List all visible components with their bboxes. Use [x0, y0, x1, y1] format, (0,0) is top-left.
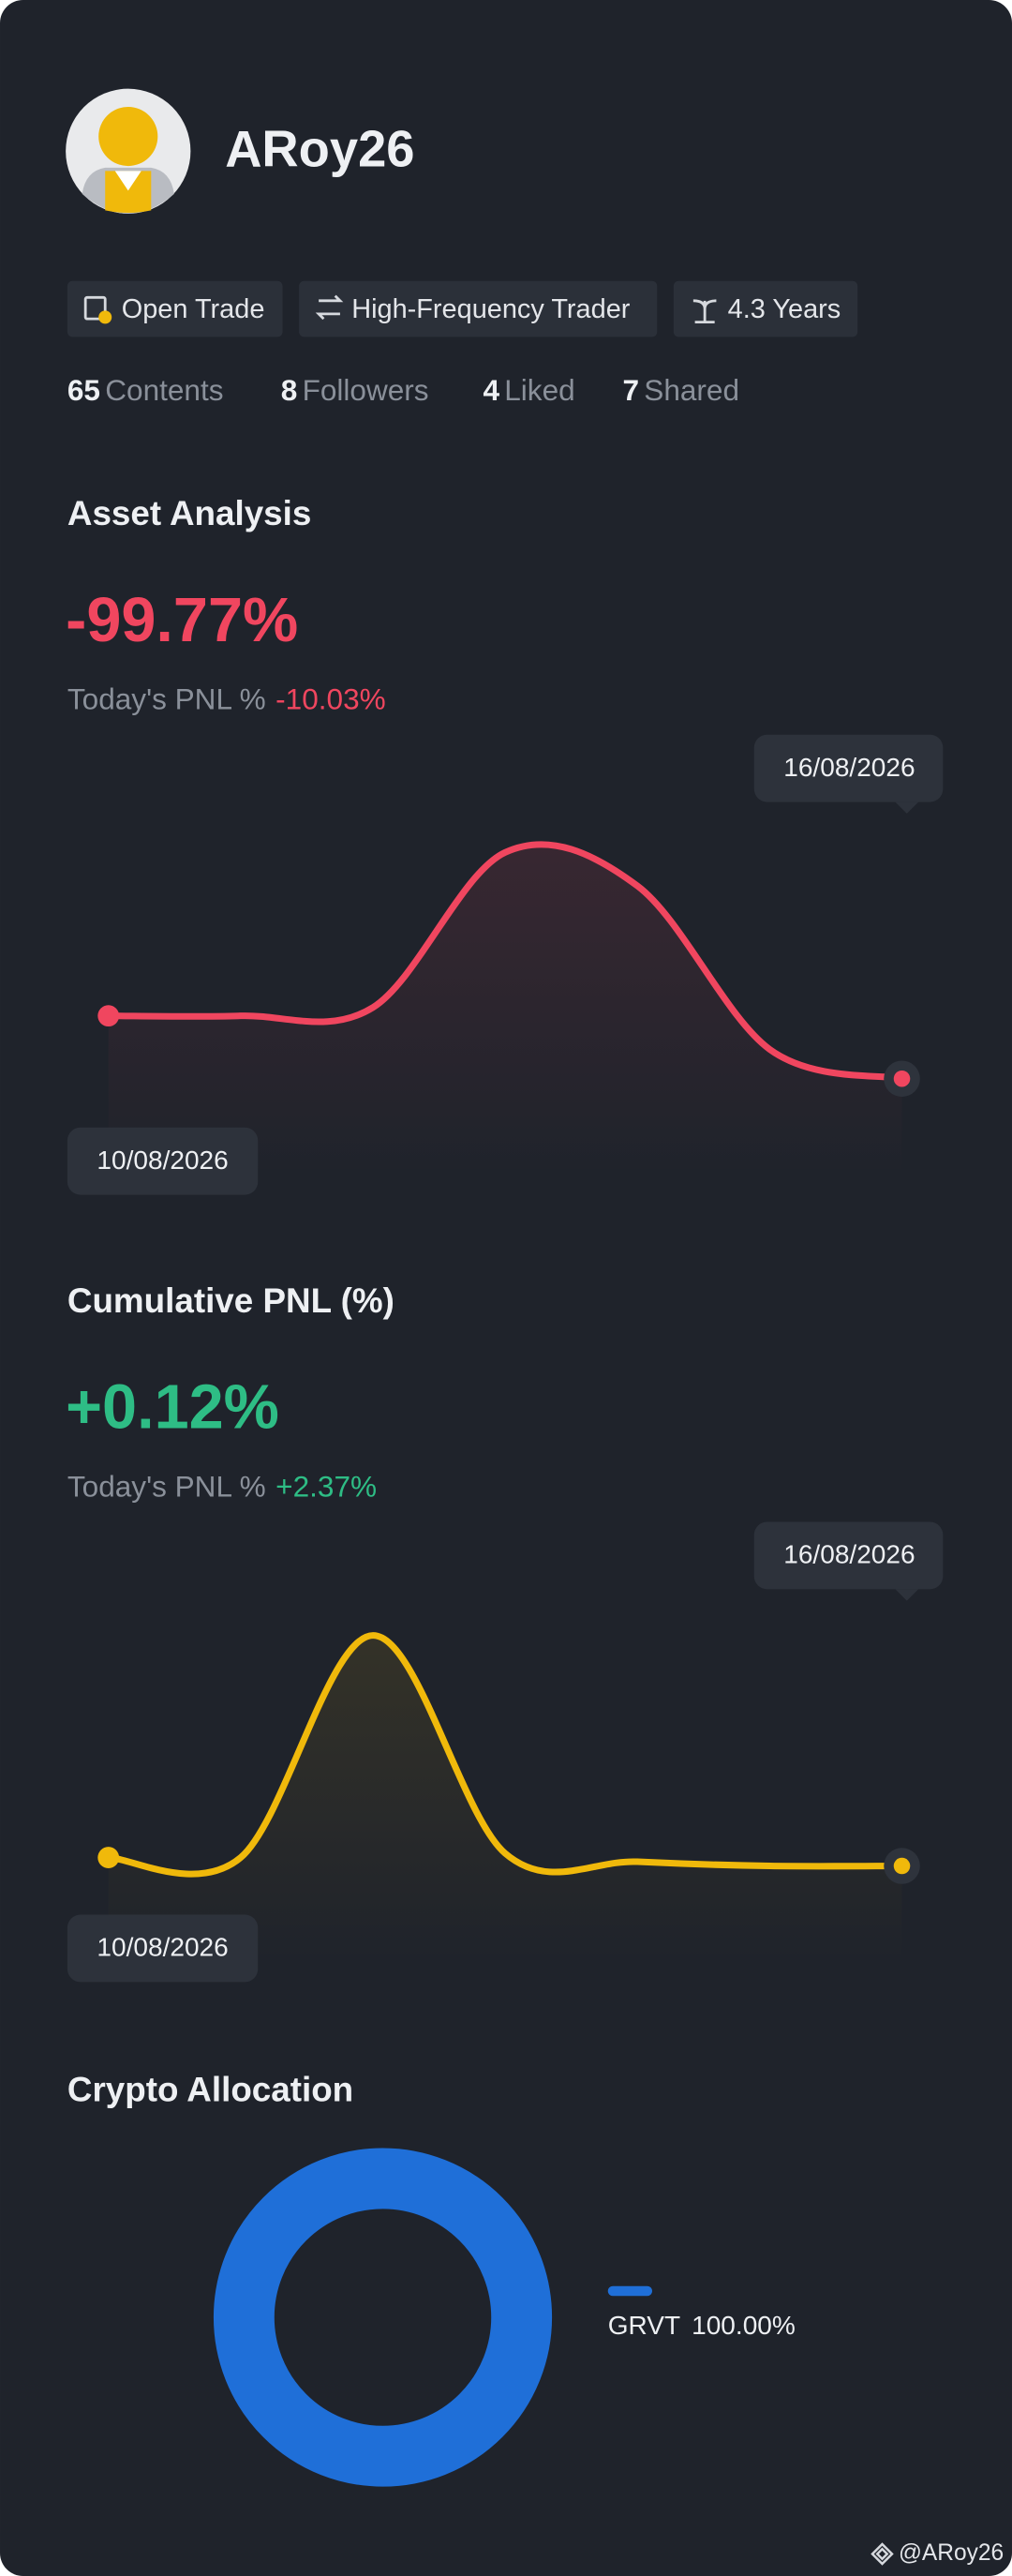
- donut-segment: [213, 2148, 553, 2487]
- start-point: [97, 1005, 120, 1027]
- stat-count: 8: [281, 373, 298, 407]
- tag: High-Frequency Trader: [351, 294, 631, 324]
- line-area: [108, 844, 902, 1176]
- stat-count: 65: [67, 373, 100, 407]
- section-title: Crypto Allocation: [67, 2071, 353, 2109]
- end-date-pointer: [895, 801, 919, 814]
- start-date-bubble: [67, 1914, 259, 1983]
- today-pnl-value: -10.03%: [275, 682, 386, 716]
- stat: 4 Liked: [483, 373, 574, 407]
- stat: 8 Followers: [281, 373, 429, 407]
- end-date: 16/08/2026: [783, 753, 915, 782]
- legend-value: 100.00%: [692, 2311, 796, 2340]
- today-pnl: Today's PNL % +2.37%: [67, 1470, 377, 1504]
- stat-count: 4: [483, 373, 499, 407]
- line: [105, 841, 906, 1083]
- section-title: Asset Analysis: [67, 494, 311, 532]
- username: ARoy26: [225, 120, 414, 177]
- end-date-bubble: [753, 1521, 944, 1590]
- start-point: [97, 1847, 120, 1868]
- tag-pills: [67, 280, 858, 337]
- stat-label: Liked: [504, 373, 574, 407]
- end-date-bubble: [753, 734, 944, 802]
- today-pnl-value: +2.37%: [275, 1470, 377, 1504]
- start-date: 10/08/2026: [97, 1146, 228, 1175]
- stat-count: 7: [622, 373, 639, 407]
- legend-label: GRVT: [608, 2311, 680, 2340]
- start-date-bubble: [67, 1127, 259, 1195]
- headline-value: -99.77%: [66, 586, 298, 655]
- today-pnl: Today's PNL % -10.03%: [67, 682, 386, 716]
- end-date-pointer: [895, 1589, 919, 1601]
- headline-value: +0.12%: [66, 1373, 279, 1443]
- today-pnl-label: Today's PNL %: [67, 682, 266, 716]
- end-date: 16/08/2026: [783, 1540, 915, 1569]
- start-date: 10/08/2026: [97, 1933, 228, 1962]
- today-pnl-label: Today's PNL %: [67, 1470, 266, 1504]
- line: [105, 1632, 906, 1878]
- watermark: @ARoy26: [899, 2540, 1004, 2566]
- end-point: [893, 1857, 911, 1875]
- watermark-icon: [871, 2542, 894, 2566]
- tag: Open Trade: [122, 294, 265, 324]
- stat: 65 Contents: [67, 373, 224, 407]
- tag: 4.3 Years: [728, 294, 841, 324]
- avatar: [66, 88, 191, 214]
- stat: 7 Shared: [622, 373, 739, 407]
- stat-label: Contents: [105, 373, 223, 407]
- stat-label: Followers: [303, 373, 429, 407]
- section-title: Cumulative PNL (%): [67, 1281, 394, 1320]
- stat-label: Shared: [644, 373, 739, 407]
- legend-swatch: [607, 2285, 653, 2297]
- end-point: [893, 1070, 911, 1087]
- line-area: [108, 1635, 902, 1963]
